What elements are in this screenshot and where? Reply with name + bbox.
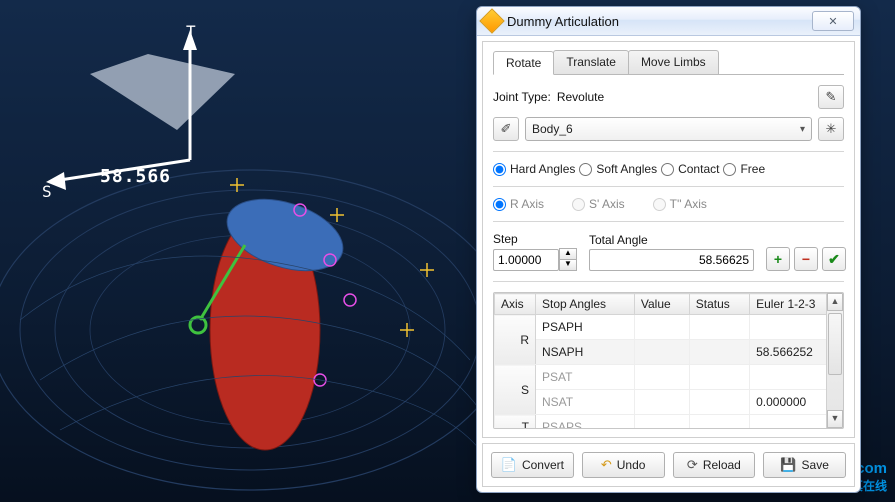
undo-button[interactable]: ↶ Undo	[582, 452, 665, 478]
convert-button[interactable]: 📄 Convert	[491, 452, 574, 478]
col-status[interactable]: Status	[689, 294, 749, 315]
dialog-body: Rotate Translate Move Limbs Joint Type: …	[482, 41, 855, 438]
table-row[interactable]: S PSAT	[495, 365, 843, 390]
step-label: Step	[493, 232, 577, 246]
axis-mode-group: R Axis S' Axis T'' Axis	[493, 197, 844, 211]
radio-hard-angles[interactable]: Hard Angles	[493, 162, 575, 176]
step-spinner[interactable]: ▲▼	[559, 248, 577, 271]
table-row[interactable]: T PSAPS	[495, 415, 843, 430]
scroll-up-icon[interactable]: ▲	[827, 293, 843, 311]
axis-label-s: S	[42, 182, 52, 201]
dialog-footer: 📄 Convert ↶ Undo ⟳ Reload 💾 Save	[482, 443, 855, 487]
body-select-value: Body_6	[532, 122, 573, 136]
table-scrollbar[interactable]: ▲ ▼	[826, 293, 843, 428]
scroll-down-icon[interactable]: ▼	[827, 410, 843, 428]
angle-apply-button[interactable]: ✔	[822, 247, 846, 271]
table-row[interactable]: NSAT 0.000000	[495, 390, 843, 415]
tab-translate[interactable]: Translate	[553, 50, 629, 74]
joint-type-value: Revolute	[557, 90, 604, 104]
angles-table-wrap: Axis Stop Angles Value Status Euler 1-2-…	[493, 292, 844, 429]
reference-plane	[90, 50, 235, 130]
axis-label-t: T	[186, 22, 196, 41]
table-header: Axis Stop Angles Value Status Euler 1-2-…	[495, 294, 843, 315]
radio-s-axis[interactable]: S' Axis	[572, 197, 625, 211]
angles-table[interactable]: Axis Stop Angles Value Status Euler 1-2-…	[494, 293, 843, 429]
col-stop-angles[interactable]: Stop Angles	[536, 294, 635, 315]
reload-icon: ⟳	[687, 457, 698, 473]
step-input[interactable]	[493, 249, 559, 271]
radio-contact[interactable]: Contact	[661, 162, 719, 176]
undo-icon: ↶	[601, 457, 612, 473]
joint-wand-button[interactable]: ✎	[818, 85, 844, 109]
convert-icon: 📄	[501, 457, 517, 473]
dialog-app-icon	[479, 8, 504, 33]
joint-type-label: Joint Type:	[493, 90, 551, 104]
dummy-articulation-dialog: Dummy Articulation ✕ Rotate Translate Mo…	[476, 6, 861, 493]
tab-rotate[interactable]: Rotate	[493, 51, 554, 75]
angle-plus-button[interactable]: +	[766, 247, 790, 271]
table-row[interactable]: R PSAPH	[495, 315, 843, 340]
separator	[493, 281, 844, 282]
close-button[interactable]: ✕	[812, 11, 854, 31]
table-row[interactable]: NSAPH 58.566252	[495, 340, 843, 365]
col-value[interactable]: Value	[634, 294, 689, 315]
tab-strip: Rotate Translate Move Limbs	[493, 50, 844, 75]
separator	[493, 186, 844, 187]
total-angle-label: Total Angle	[589, 233, 754, 247]
radio-soft-angles[interactable]: Soft Angles	[579, 162, 657, 176]
separator	[493, 221, 844, 222]
body-extra-button[interactable]: ✳	[818, 117, 844, 141]
separator	[493, 151, 844, 152]
scroll-thumb[interactable]	[828, 313, 842, 375]
save-button[interactable]: 💾 Save	[763, 452, 846, 478]
total-angle-input[interactable]	[589, 249, 754, 271]
dialog-titlebar[interactable]: Dummy Articulation ✕	[477, 7, 860, 36]
angle-minus-button[interactable]: −	[794, 247, 818, 271]
body-picker-button[interactable]: ✐	[493, 117, 519, 141]
col-axis[interactable]: Axis	[495, 294, 536, 315]
dialog-title: Dummy Articulation	[507, 14, 806, 29]
rotation-angle-readout: 58.566	[100, 166, 171, 187]
radio-t-axis[interactable]: T'' Axis	[653, 197, 707, 211]
angle-mode-group: Hard Angles Soft Angles Contact Free	[493, 162, 844, 176]
radio-free[interactable]: Free	[723, 162, 765, 176]
tab-move-limbs[interactable]: Move Limbs	[628, 50, 719, 74]
body-select[interactable]: Body_6	[525, 117, 812, 141]
radio-r-axis[interactable]: R Axis	[493, 197, 544, 211]
save-icon: 💾	[780, 457, 796, 473]
reload-button[interactable]: ⟳ Reload	[673, 452, 756, 478]
